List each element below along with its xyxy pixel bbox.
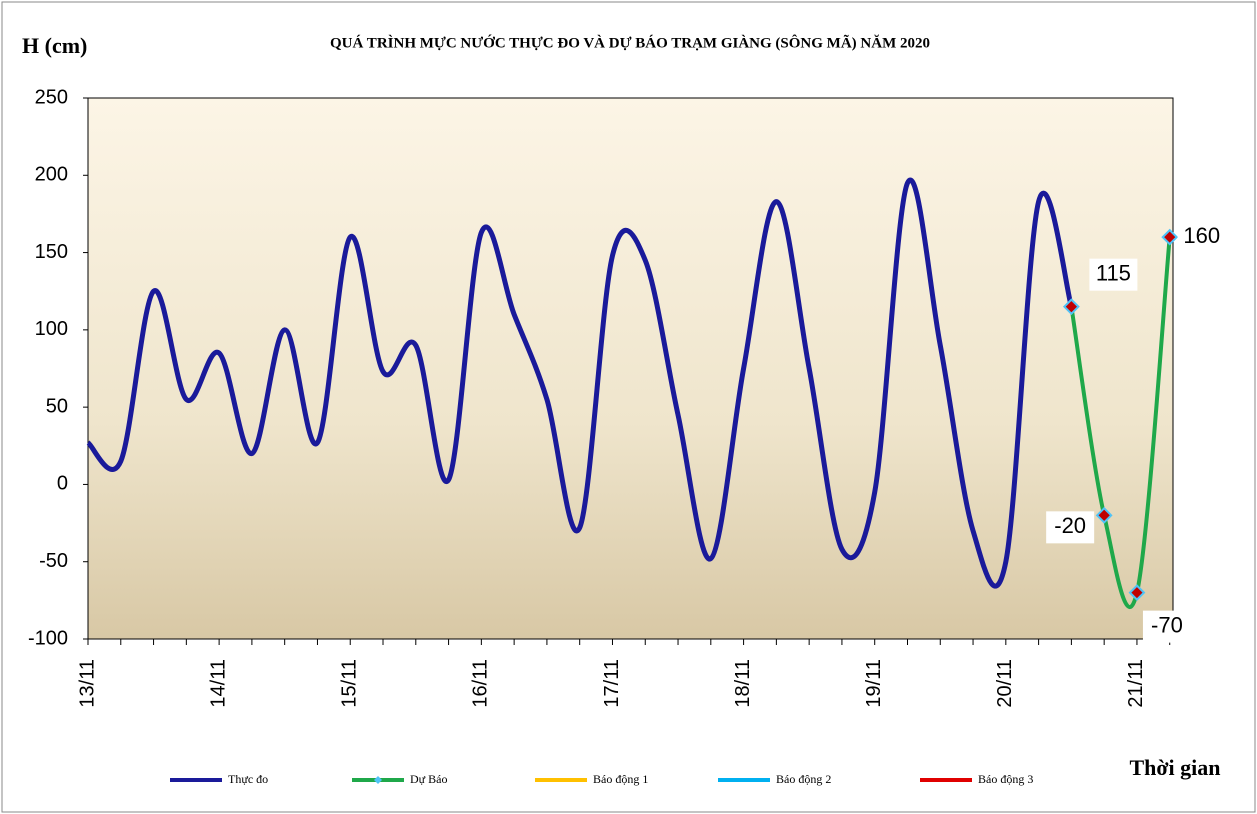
data-label: 115	[1096, 260, 1131, 285]
x-tick-label: 17/11	[601, 659, 623, 708]
x-tick-label: 20/11	[994, 659, 1016, 708]
x-tick-label: 19/11	[863, 659, 885, 708]
y-axis-label: H (cm)	[22, 33, 87, 58]
legend-label: Báo động 2	[776, 772, 831, 786]
series-line	[1069, 236, 1172, 610]
x-tick-label: 16/11	[470, 659, 492, 708]
x-tick-label: 13/11	[76, 659, 98, 708]
legend-marker	[374, 776, 382, 784]
marker	[1161, 228, 1179, 246]
x-tick-label: 15/11	[339, 659, 361, 708]
data-label: -70	[1151, 612, 1183, 637]
legend-label: Dự Báo	[410, 772, 448, 786]
y-tick-label: 100	[35, 318, 68, 340]
y-tick-label: 50	[46, 395, 68, 417]
plot-area	[87, 97, 1174, 640]
data-label-box	[1142, 610, 1191, 643]
x-tick-label: 18/11	[732, 659, 754, 708]
x-tick-label: 14/11	[207, 659, 229, 708]
y-tick-label: -50	[39, 550, 68, 572]
data-label: -20	[1054, 513, 1086, 538]
data-label-box	[1177, 221, 1226, 254]
chart-title: QUÁ TRÌNH MỰC NƯỚC THỰC ĐO VÀ DỰ BÁO TRẠ…	[330, 33, 930, 51]
y-tick-label: 250	[35, 86, 68, 108]
legend-label: Thực đo	[228, 772, 268, 786]
marker	[1128, 584, 1146, 602]
data-label-box	[1046, 511, 1095, 544]
marker	[1095, 506, 1113, 524]
y-tick-label: 200	[35, 164, 68, 186]
y-tick-label: 150	[35, 241, 68, 263]
y-tick-label: 0	[57, 473, 68, 495]
legend-label: Báo động 3	[978, 772, 1033, 786]
marker	[1062, 298, 1080, 316]
legend-label: Báo động 1	[593, 772, 648, 786]
data-label: 160	[1183, 223, 1220, 248]
x-tick-label: 21/11	[1125, 659, 1147, 708]
x-axis-label: Thời gian	[1129, 755, 1220, 780]
series-line	[86, 177, 1074, 589]
y-tick-label: -100	[28, 627, 68, 649]
data-label-box	[1089, 258, 1138, 291]
